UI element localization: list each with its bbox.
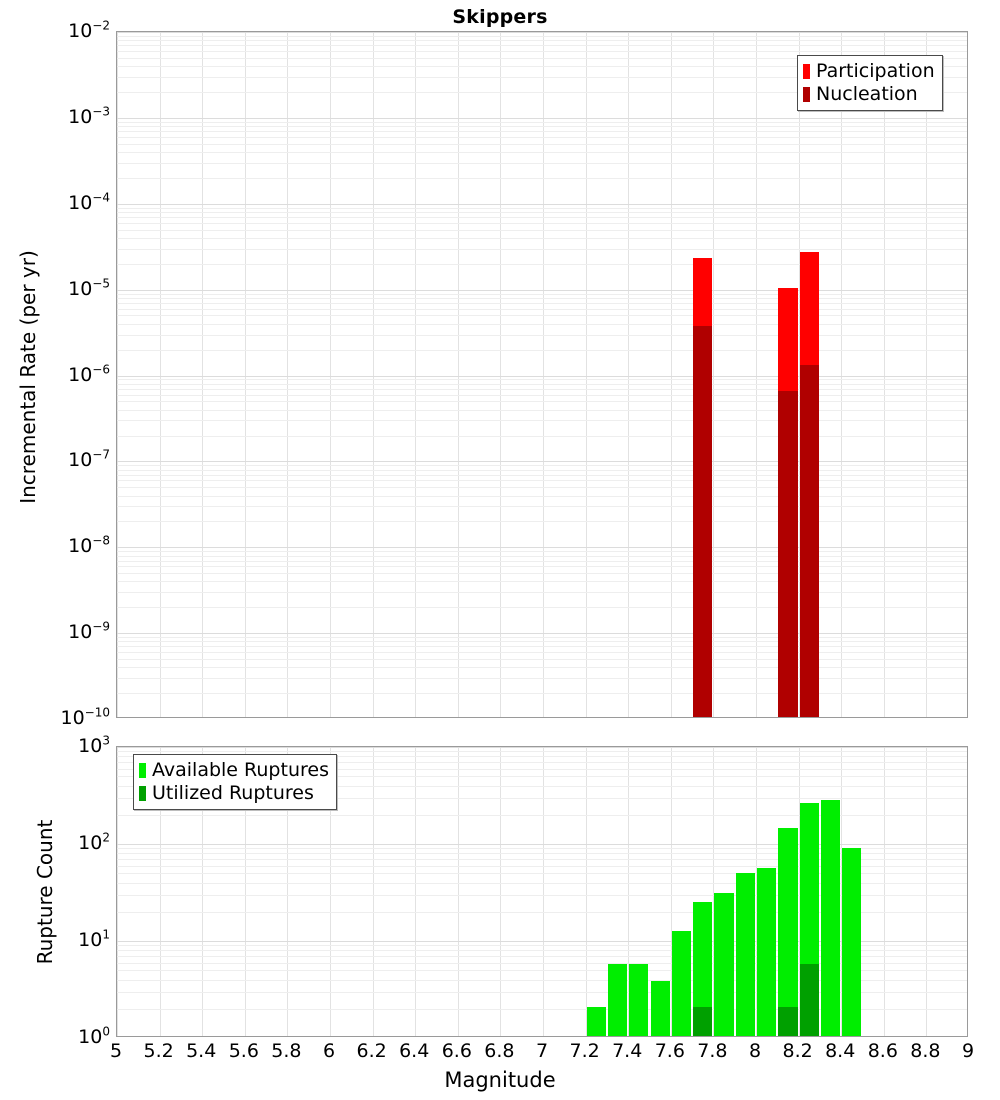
page-title: Skippers — [452, 6, 548, 28]
x-tick-label: 7.2 — [569, 1040, 600, 1062]
y-tick-label: 10−4 — [68, 190, 110, 214]
x-tick-label: 5.2 — [143, 1040, 174, 1062]
bar-available-ruptures — [842, 848, 862, 1036]
legend-swatch-icon — [139, 786, 146, 801]
legend-label: Available Ruptures — [152, 759, 329, 781]
bar-available-ruptures — [629, 964, 649, 1036]
bar-available-ruptures — [586, 1006, 606, 1036]
legend-item: Participation — [803, 60, 935, 83]
bar-available-ruptures — [671, 931, 692, 1036]
legend-label: Utilized Ruptures — [152, 782, 314, 804]
x-tick-label: 8 — [748, 1040, 762, 1062]
bar-available-ruptures — [693, 902, 713, 1036]
y-tick-label: 10−8 — [68, 533, 110, 558]
y-tick-label: 100 — [78, 1024, 110, 1048]
x-tick-label: 6.2 — [356, 1040, 387, 1062]
bar-utilized-ruptures — [693, 1006, 713, 1036]
bar-nucleation — [778, 391, 798, 717]
bar-series-top — [117, 32, 967, 717]
legend-swatch-icon — [803, 87, 810, 102]
y-tick-label: 101 — [78, 927, 110, 951]
legend-label: Nucleation — [816, 83, 918, 105]
bar-available-ruptures — [778, 827, 798, 1036]
x-tick-label: 5.4 — [186, 1040, 217, 1062]
x-tick-label: 8.4 — [825, 1040, 856, 1062]
y-tick-label: 10−6 — [68, 362, 110, 386]
y-tick-label: 10−3 — [68, 104, 110, 128]
legend-label: Participation — [816, 60, 935, 82]
bar-available-ruptures — [607, 964, 628, 1036]
legend-item: Nucleation — [803, 83, 935, 106]
bar-nucleation — [693, 325, 713, 717]
y-tick-label: 10−2 — [68, 18, 110, 42]
legend-item: Utilized Ruptures — [139, 782, 329, 805]
bar-utilized-ruptures — [799, 964, 819, 1036]
x-axis-ticks: 5 5.2 5.4 5.6 5.8 6 6.2 6.4 6.6 6.8 7 7.2 7.4 7.6 7.8 8… — [0, 1040, 1000, 1066]
legend-swatch-icon — [139, 763, 146, 778]
legend-swatch-icon — [803, 64, 810, 79]
legend-item: Available Ruptures — [139, 759, 329, 782]
x-tick-label: 8.8 — [910, 1040, 941, 1062]
bar-available-ruptures — [820, 800, 841, 1036]
y-tick-label: 10−5 — [68, 276, 110, 300]
x-tick-label: 5.6 — [228, 1040, 259, 1062]
y-axis-ticks-top: 10−2 10−3 10−4 10−5 10−6 10−7 10−8 10−9 10−10 — [0, 20, 110, 729]
x-tick-label: 5 — [109, 1040, 123, 1062]
x-tick-label: 7.8 — [697, 1040, 728, 1062]
bar-available-ruptures — [714, 892, 734, 1036]
y-tick-label: 103 — [78, 733, 110, 757]
x-tick-label: 7.6 — [654, 1040, 685, 1062]
x-tick-label: 7 — [535, 1040, 549, 1062]
y-tick-label: 10−10 — [60, 705, 110, 729]
x-tick-label: 8.2 — [782, 1040, 813, 1062]
legend-top: Participation Nucleation — [797, 55, 943, 111]
x-tick-label: 6.6 — [441, 1040, 472, 1062]
legend-bottom: Available Ruptures Utilized Ruptures — [133, 754, 337, 810]
x-tick-label: 5.8 — [271, 1040, 302, 1062]
y-axis-ticks-bottom: 103 102 101 100 — [0, 735, 110, 1048]
x-tick-label: 9 — [961, 1040, 975, 1062]
x-axis-label: Magnitude — [444, 1068, 556, 1092]
bar-available-ruptures — [650, 980, 670, 1036]
y-tick-label: 102 — [78, 830, 110, 854]
x-tick-label: 6 — [322, 1040, 336, 1062]
plot-area-incremental-rate — [116, 31, 968, 718]
y-tick-label: 10−7 — [68, 448, 110, 472]
bar-available-ruptures — [757, 867, 777, 1036]
x-tick-label: 7.4 — [612, 1040, 643, 1062]
bar-nucleation — [799, 365, 819, 717]
bar-available-ruptures — [735, 872, 755, 1036]
x-tick-label: 8.6 — [867, 1040, 898, 1062]
x-tick-label: 6.4 — [399, 1040, 430, 1062]
y-tick-label: 10−9 — [68, 619, 110, 644]
x-tick-label: 6.8 — [484, 1040, 515, 1062]
bar-utilized-ruptures — [778, 1006, 798, 1036]
bar-series-bottom — [117, 747, 967, 1036]
